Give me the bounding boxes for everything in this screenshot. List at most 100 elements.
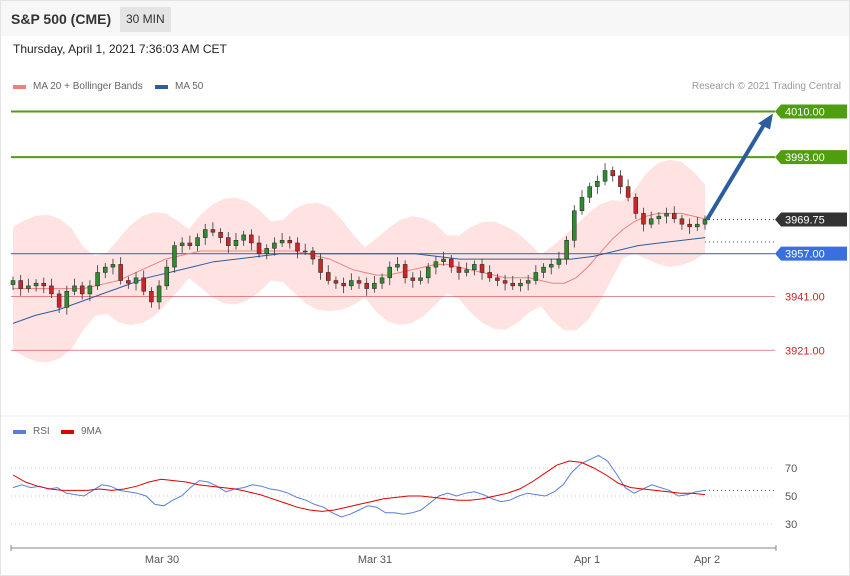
- candle-body: [126, 280, 131, 284]
- level-3957-00-tag: [775, 246, 847, 261]
- candles-group: [10, 163, 708, 315]
- candle-body: [687, 223, 692, 228]
- candle-body: [49, 285, 54, 295]
- forecast-arrow-shaft: [705, 120, 768, 221]
- candle-body: [564, 240, 569, 260]
- candle-body: [572, 210, 577, 241]
- legend-swatch-9ma: [61, 429, 74, 434]
- level-3993-00-label: 3993.00: [785, 152, 825, 164]
- legend-label-ma50: MA 50: [175, 81, 204, 92]
- candle-body: [487, 272, 492, 279]
- candle-body: [441, 258, 446, 262]
- candle-body: [449, 258, 454, 268]
- candle-body: [656, 215, 662, 220]
- candle-body: [149, 291, 154, 303]
- x-tick-apr-1: Apr 1: [574, 554, 600, 566]
- level-4010-00-label: 4010.00: [785, 106, 825, 118]
- x-tick-apr-2: Apr 2: [694, 554, 720, 566]
- candle-body: [202, 229, 208, 238]
- candle-body: [364, 282, 369, 289]
- level-3957-00-label: 3957.00: [785, 249, 825, 261]
- ma20-line: [13, 212, 706, 290]
- candle-body: [341, 282, 346, 287]
- candle-body: [587, 186, 592, 198]
- x-tick-mar-31: Mar 31: [358, 554, 392, 566]
- candle-body: [618, 175, 623, 187]
- candle-body: [633, 197, 639, 214]
- rsi-9ma-line: [12, 460, 706, 512]
- candle-body: [579, 197, 585, 211]
- interval-badge[interactable]: 30 MIN: [120, 7, 171, 32]
- candle-body: [541, 266, 546, 273]
- candle-body: [695, 223, 700, 228]
- candle-body: [625, 186, 631, 198]
- forecast-arrowhead: [758, 113, 773, 130]
- candle-body: [379, 277, 385, 284]
- x-tick-mar-30: Mar 30: [145, 554, 179, 566]
- candle-body: [103, 266, 108, 273]
- level-3921-00-label: 3921.00: [785, 345, 825, 357]
- candle-body: [525, 280, 531, 284]
- candle-body: [671, 213, 677, 220]
- legend-swatch-ma20: [13, 84, 26, 89]
- candle-body: [164, 266, 170, 287]
- candle-body: [387, 266, 393, 279]
- candle-body: [10, 280, 16, 285]
- candle-body: [302, 250, 308, 253]
- candle-body: [702, 219, 708, 225]
- candle-body: [502, 280, 508, 284]
- legend-label-9ma: 9MA: [81, 426, 102, 437]
- legend-label-rsi: RSI: [33, 426, 50, 437]
- bollinger-band: [13, 159, 705, 363]
- candle-body: [172, 245, 177, 268]
- candle-body: [641, 213, 646, 225]
- candle-body: [372, 282, 377, 289]
- candle-body: [349, 280, 354, 287]
- legend-item-ma20: MA 20 + Bollinger Bands: [13, 81, 143, 92]
- candle-body: [287, 240, 293, 244]
- candle-body: [218, 231, 223, 238]
- candle-body: [518, 282, 523, 287]
- candle-body: [156, 285, 162, 303]
- candle-body: [141, 277, 146, 292]
- copyright-notice: Research © 2021 Trading Central: [691, 81, 841, 92]
- level-3941-00-label: 3941.00: [785, 292, 825, 304]
- candle-body: [425, 266, 431, 279]
- candle-body: [648, 218, 654, 225]
- candle-body: [595, 180, 600, 187]
- candle-body: [72, 285, 77, 292]
- candle-body: [679, 218, 685, 225]
- candle-body: [256, 242, 262, 254]
- candle-body: [402, 264, 408, 279]
- candle-body: [210, 229, 216, 233]
- candle-body: [64, 291, 70, 308]
- candle-body: [187, 242, 193, 246]
- candle-body: [664, 213, 669, 217]
- candle-body: [279, 240, 285, 244]
- candle-body: [95, 272, 100, 287]
- rsi-tick-50: 50: [785, 491, 797, 503]
- legend-item-ma50: MA 50: [155, 81, 203, 92]
- candle-body: [118, 264, 123, 281]
- candle-body: [333, 280, 339, 284]
- candle-body: [87, 285, 93, 295]
- candle-body: [410, 277, 416, 281]
- candle-body: [195, 237, 200, 246]
- candle-body: [356, 280, 362, 284]
- candle-body: [418, 277, 423, 281]
- candle-body: [325, 272, 331, 281]
- candle-body: [241, 234, 246, 241]
- candle-body: [556, 258, 562, 265]
- timestamp: Thursday, April 1, 2021 7:36:03 AM CET: [13, 42, 227, 56]
- candle-body: [533, 272, 539, 281]
- candle-body: [310, 250, 316, 260]
- legend-swatch-rsi: [13, 429, 26, 434]
- candle-body: [510, 282, 516, 287]
- candle-body: [249, 234, 254, 244]
- candle-body: [456, 266, 462, 273]
- candle-body: [318, 258, 323, 273]
- legend-item-9ma: 9MA: [61, 426, 102, 437]
- candle-body: [610, 170, 615, 177]
- candle-body: [79, 285, 85, 295]
